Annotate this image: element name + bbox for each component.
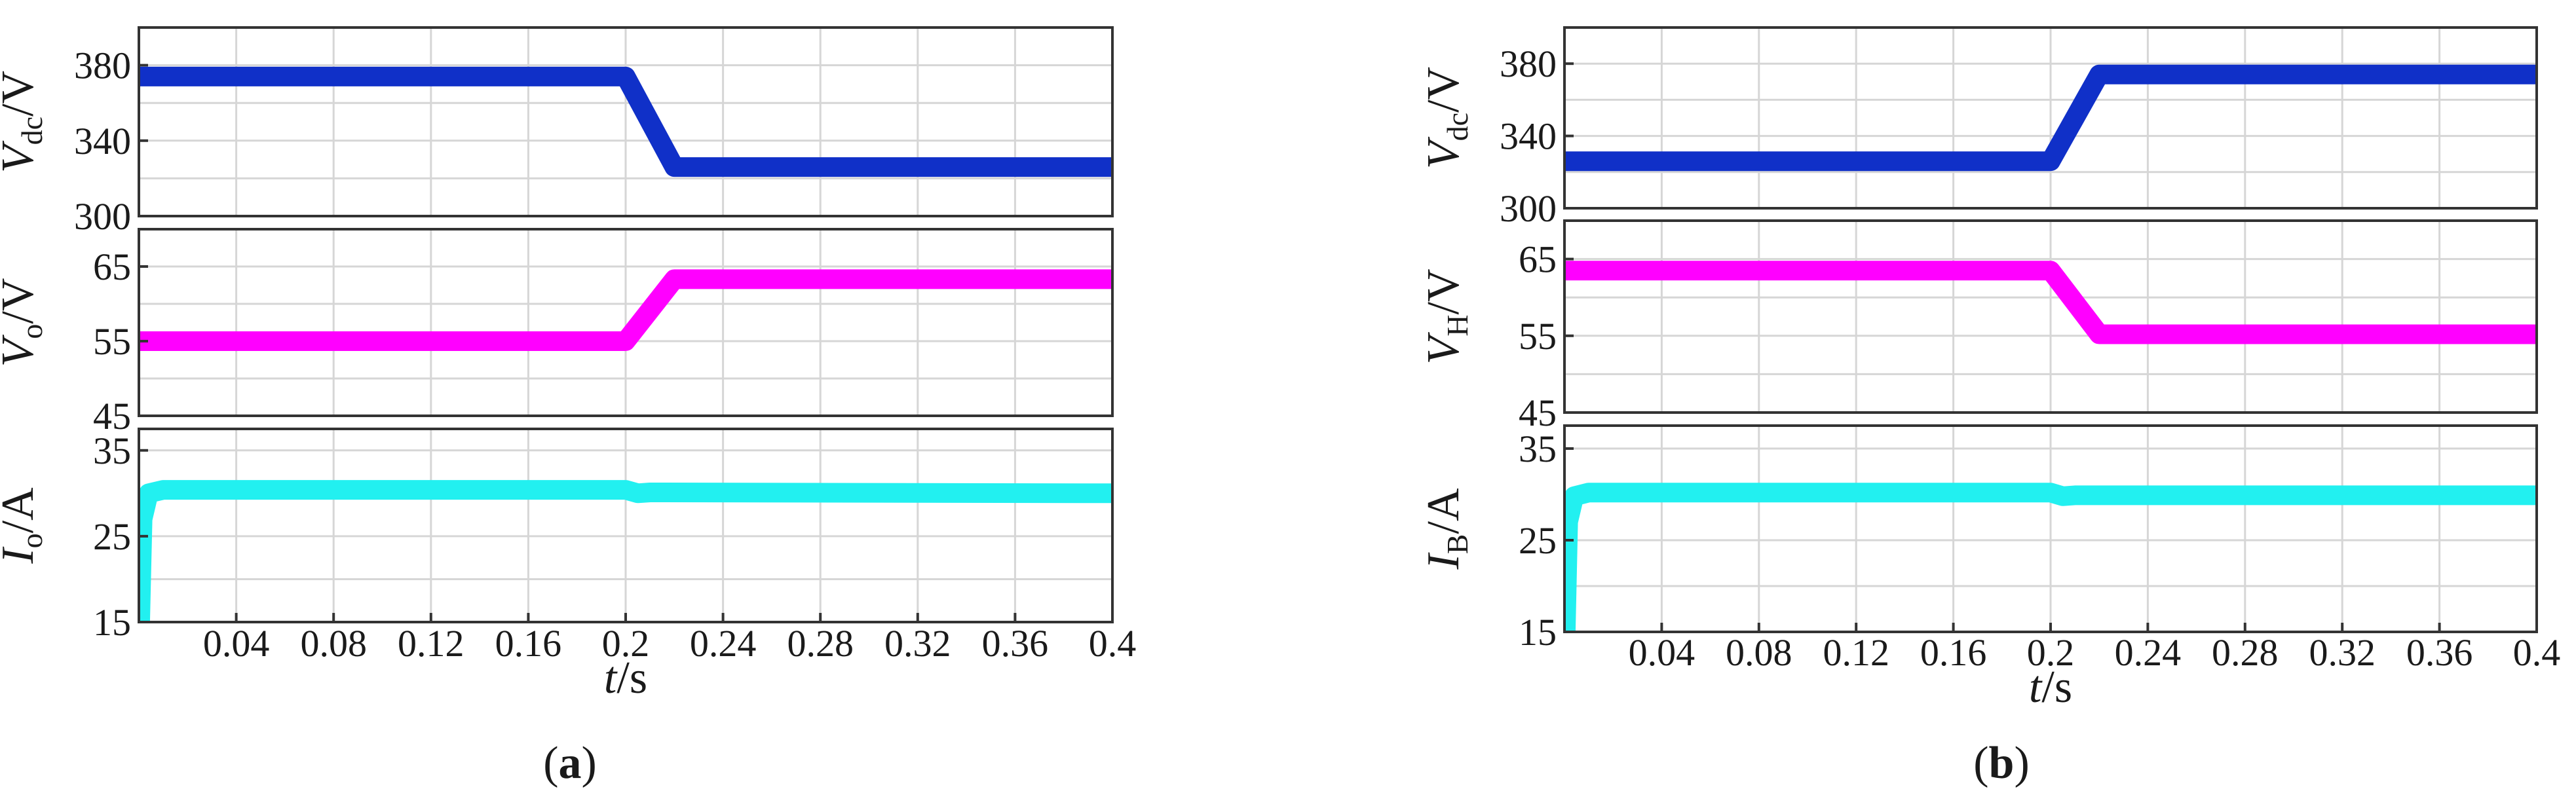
x-tick-label: 0.12: [398, 622, 464, 665]
x-tick-label: 0.04: [1629, 631, 1695, 674]
y-tick-label: 380: [74, 45, 131, 87]
y-tick-label: 15: [93, 601, 131, 644]
x-tick-label: 0.32: [2309, 631, 2376, 674]
series-line: [1564, 483, 2537, 632]
x-tick-label: 0.08: [1726, 631, 1792, 674]
panel-caption: (a): [543, 738, 597, 788]
y-tick-label: 25: [93, 515, 131, 558]
y-axis-label: VH/V: [1418, 269, 1474, 365]
panel-caption: (b): [1973, 738, 2030, 788]
y-axis-label: Vdc/V: [0, 71, 48, 173]
x-tick-label: 0.4: [2513, 631, 2561, 674]
panel-1: 300 340 380 Vdc/V: [1418, 26, 2538, 230]
y-tick-label: 15: [1519, 611, 1557, 654]
y-tick-label: 25: [1519, 519, 1557, 562]
y-tick-label: 340: [74, 120, 131, 162]
y-axis-label: Vdc/V: [1418, 67, 1474, 169]
y-tick-label: 35: [1519, 428, 1557, 470]
x-tick-label: 0.2: [2027, 631, 2075, 674]
panel-2: 45 55 65 VH/V: [1418, 219, 2538, 434]
y-tick-label: 300: [1500, 187, 1557, 230]
series-line: [139, 480, 1112, 622]
plot-frame: [1563, 26, 2538, 210]
x-axis-label: t/s: [2029, 662, 2072, 712]
x-tick-label: 0.28: [787, 622, 854, 665]
chart-b: 300 340 380 Vdc/V 45 55 65 VH/V 15 25 35 IB/A 0.04 0.…: [1418, 26, 2561, 788]
y-tick-label: 35: [93, 430, 131, 472]
y-tick-label: 340: [1500, 115, 1557, 158]
y-axis-label: IB/A: [1418, 488, 1474, 570]
series-line: [1564, 64, 2537, 172]
y-tick-label: 65: [1519, 238, 1557, 281]
y-tick-label: 55: [93, 320, 131, 363]
y-tick-label: 55: [1519, 315, 1557, 358]
x-tick-label: 0.04: [203, 622, 270, 665]
x-tick-label: 0.36: [982, 622, 1049, 665]
x-tick-label: 0.24: [690, 622, 757, 665]
panel-3: 15 25 35 IB/A: [1418, 424, 2538, 654]
y-tick-label: 45: [93, 395, 131, 437]
panel-3: 15 25 35 Io/A: [0, 428, 1114, 644]
x-tick-label: 0.16: [495, 622, 562, 665]
series-line: [139, 269, 1112, 351]
panel-2: 45 55 65 Vo/V: [0, 228, 1114, 437]
series-line: [1564, 261, 2537, 344]
series-line: [139, 66, 1112, 177]
y-axis-label: Vo/V: [0, 278, 48, 367]
x-tick-label: 0.2: [602, 622, 650, 665]
plot-frame: [138, 26, 1114, 217]
y-axis-label: Io/A: [0, 487, 48, 564]
x-tick-label: 0.24: [2115, 631, 2182, 674]
chart-a: 300 340 380 Vdc/V 45 55 65 Vo/V 15 25 35 Io/A 0.04 0.…: [0, 26, 1137, 788]
x-tick-label: 0.4: [1089, 622, 1137, 665]
x-tick-label: 0.28: [2212, 631, 2279, 674]
y-tick-label: 45: [1519, 392, 1557, 434]
plot-frame: [138, 228, 1114, 417]
y-tick-label: 300: [74, 195, 131, 238]
y-tick-label: 380: [1500, 43, 1557, 85]
y-tick-label: 65: [93, 246, 131, 288]
x-tick-label: 0.16: [1920, 631, 1987, 674]
plot-frame: [1563, 219, 2538, 414]
x-tick-label: 0.12: [1823, 631, 1889, 674]
panel-1: 300 340 380 Vdc/V: [0, 26, 1114, 238]
x-tick-label: 0.08: [300, 622, 367, 665]
x-tick-label: 0.32: [884, 622, 951, 665]
x-axis-label: t/s: [604, 653, 647, 703]
x-tick-label: 0.36: [2406, 631, 2473, 674]
